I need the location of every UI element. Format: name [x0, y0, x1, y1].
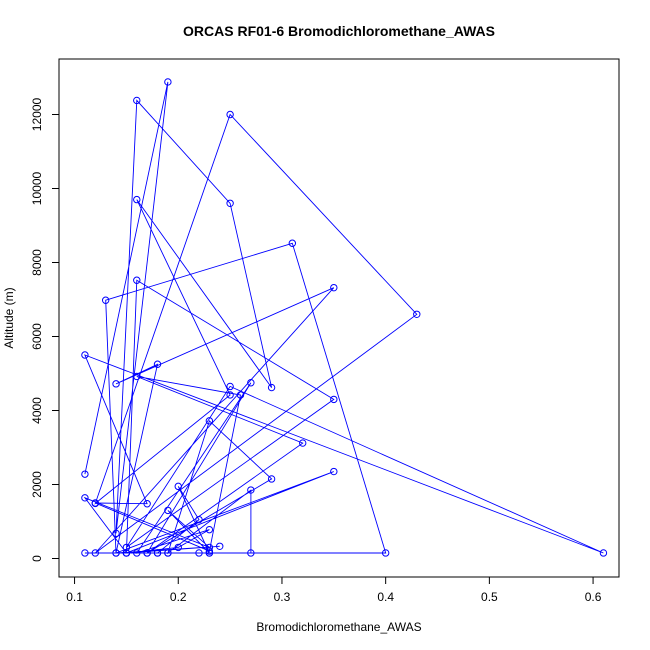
x-tick-label: 0.3: [274, 590, 291, 604]
x-tick-label: 0.6: [585, 590, 602, 604]
data-point: [133, 372, 141, 381]
data-point: [81, 494, 89, 502]
data-point: [143, 500, 151, 508]
data-point: [143, 549, 151, 557]
data-point: [330, 395, 338, 404]
data-point: [267, 383, 276, 392]
data-point: [112, 380, 120, 388]
data-point: [112, 549, 120, 557]
series-layer: [81, 78, 608, 557]
data-point: [205, 525, 214, 534]
data-point: [164, 549, 172, 557]
data-point: [91, 549, 99, 557]
y-tick-label: 4000: [30, 397, 44, 424]
data-point: [81, 549, 89, 557]
data-point: [81, 351, 89, 359]
y-tick-label: 8000: [30, 249, 44, 276]
data-point: [101, 296, 110, 304]
y-tick-label: 10000: [30, 171, 44, 205]
data-point: [205, 543, 214, 552]
data-point: [133, 549, 141, 557]
data-point: [330, 467, 338, 476]
data-point: [247, 486, 255, 494]
y-tick-label: 0: [30, 555, 44, 562]
data-point: [205, 417, 214, 425]
y-axis: 0 2000 4000 6000 8000 10000 12000: [30, 97, 60, 562]
data-point: [247, 549, 255, 557]
x-axis-label: Bromodichloromethane_AWAS: [256, 620, 421, 634]
data-point: [226, 199, 234, 208]
data-point: [164, 78, 172, 86]
y-tick-label: 2000: [30, 471, 44, 498]
x-tick-label: 0.2: [170, 590, 187, 604]
data-point: [153, 549, 162, 557]
data-point: [381, 549, 390, 557]
data-point: [299, 439, 307, 447]
data-point: [174, 543, 182, 552]
data-point: [226, 110, 234, 119]
data-point: [112, 529, 120, 538]
x-tick-label: 0.1: [66, 590, 83, 604]
x-tick-label: 0.4: [377, 590, 394, 604]
data-point: [288, 239, 297, 247]
y-tick-label: 12000: [30, 97, 44, 131]
data-point: [81, 470, 89, 478]
data-point: [330, 283, 338, 292]
series-line: [83, 81, 604, 555]
data-point: [133, 276, 141, 284]
x-axis: 0.1 0.2 0.3 0.4 0.5 0.6: [66, 576, 602, 604]
y-axis-label: Altitude (m): [2, 287, 16, 348]
data-point: [91, 499, 99, 507]
data-point: [599, 549, 608, 557]
data-point: [247, 379, 255, 387]
data-point: [216, 542, 224, 550]
data-point: [413, 310, 421, 318]
chart-title: ORCAS RF01-6 Bromodichloromethane_AWAS: [183, 23, 495, 39]
x-tick-label: 0.5: [481, 590, 498, 604]
data-point: [226, 382, 234, 391]
data-point: [195, 549, 203, 557]
data-point: [226, 391, 234, 399]
data-point: [122, 549, 131, 557]
data-point: [153, 360, 162, 368]
data-point: [164, 506, 172, 515]
data-point: [236, 391, 245, 399]
data-point: [122, 543, 131, 552]
data-point: [195, 515, 203, 524]
y-tick-label: 6000: [30, 323, 44, 350]
data-point: [133, 96, 141, 105]
data-point: [267, 475, 276, 483]
data-point: [133, 195, 141, 204]
data-point: [205, 549, 214, 557]
data-point: [174, 482, 182, 491]
